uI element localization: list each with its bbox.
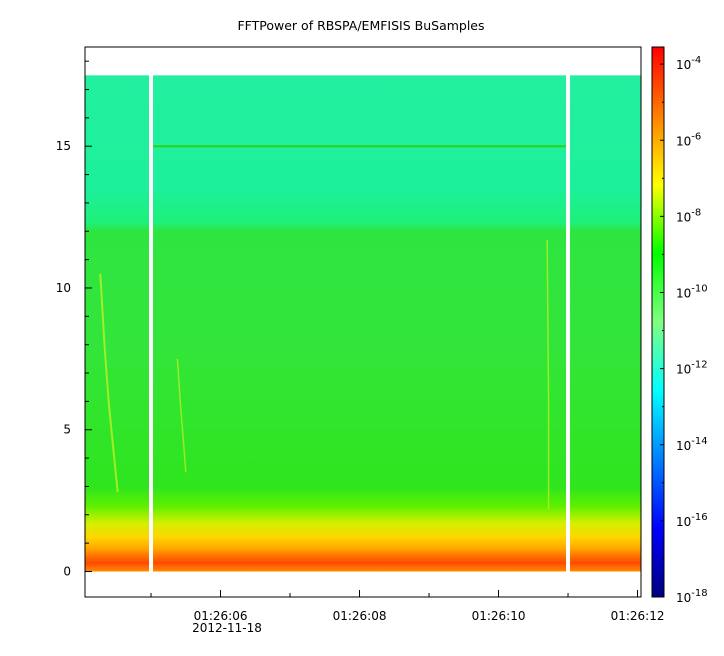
plot-area — [85, 74, 641, 573]
colorbar-tick-label: 10-12 — [676, 360, 708, 377]
colorbar-tick-label: 10-8 — [676, 207, 701, 224]
chart-title: FFTPower of RBSPA/EMFISIS BuSamples — [237, 18, 484, 33]
x-date-label: 2012-11-18 — [192, 621, 262, 635]
x-tick-label: 01:26:06 — [194, 609, 248, 623]
whistler-streak-2 — [176, 358, 187, 473]
y-tick-label: 5 — [63, 423, 71, 437]
x-axis: 01:26:06 01:26:08 01:26:10 01:26:12 — [150, 590, 665, 623]
data-gap-2 — [566, 74, 571, 573]
y-tick-label: 15 — [56, 139, 71, 153]
colorbar-gradient — [651, 46, 665, 598]
x-tick-label: 01:26:08 — [333, 609, 387, 623]
plot-frame — [84, 46, 642, 598]
x-tick-label: 01:26:10 — [472, 609, 526, 623]
y-tick-label: 10 — [56, 281, 71, 295]
whistler-streak-1 — [99, 273, 119, 493]
colorbar-tick-label: 10-18 — [676, 588, 708, 605]
x-tick-label: 01:26:12 — [611, 609, 665, 623]
colorbar: 10-4 10-6 10-8 10-10 10-12 10-14 10-16 10-18 — [651, 46, 708, 605]
colorbar-tick-label: 10-10 — [676, 284, 708, 301]
colorbar-tick-label: 10-16 — [676, 512, 708, 529]
colorbar-tick-label: 10-14 — [676, 436, 708, 453]
y-tick-label: 0 — [63, 564, 71, 578]
y-axis: 0 5 10 15 — [56, 60, 92, 578]
spectrogram-image — [85, 75, 641, 572]
colorbar-tick-label: 10-4 — [676, 55, 701, 72]
whistler-streak-3 — [546, 239, 550, 510]
data-gap-1 — [149, 74, 154, 573]
colorbar-tick-label: 10-6 — [676, 131, 701, 148]
